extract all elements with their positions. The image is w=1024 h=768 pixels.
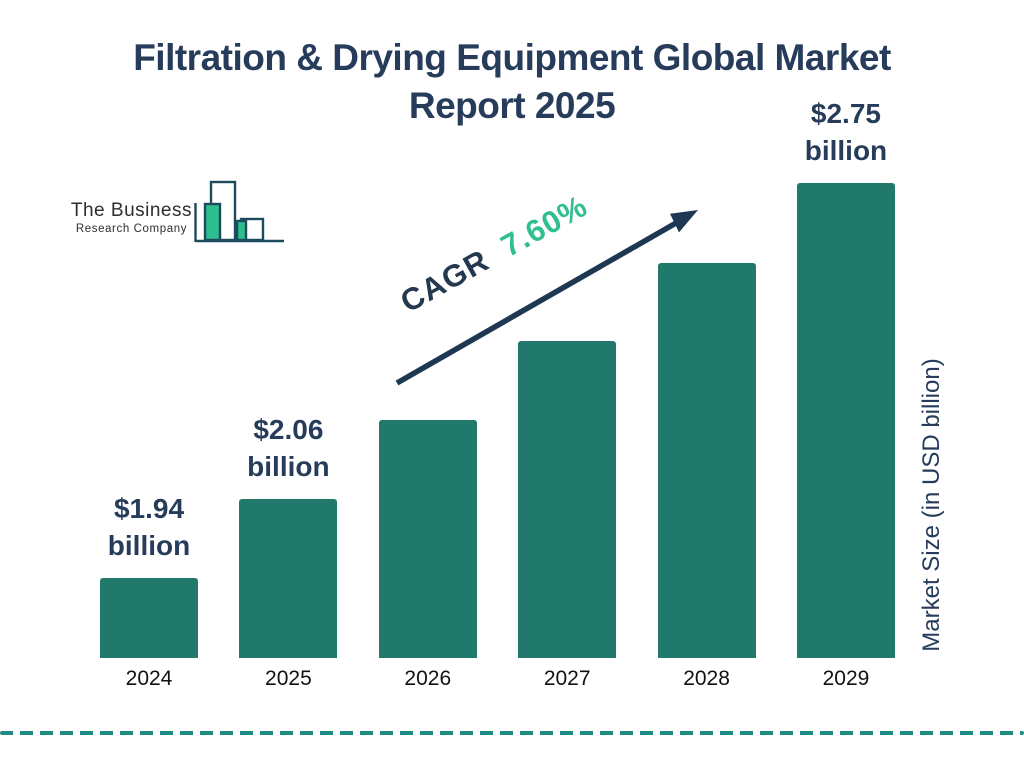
value-label-2024: $1.94 billion (107, 493, 191, 561)
x-axis-label-2025: 2025 (265, 667, 312, 690)
x-axis-label-2024: 2024 (125, 667, 173, 690)
bar-2028 (657, 263, 756, 658)
dashed-divider (0, 731, 1024, 735)
bar-column-2027: 2027 (518, 78, 617, 690)
company-name: The Business (70, 200, 192, 221)
company-subname: Research Company (75, 223, 188, 235)
page-title-line1: Filtration & Drying Equipment Global Mar… (133, 37, 891, 78)
bar-chart: $1.94 billion 2024 $2.06 billion 2025 2026 2027… (100, 78, 895, 690)
y-axis-title: Market Size (in USD billion) (918, 358, 945, 652)
bar-column-2029: $2.75 billion 2029 (796, 78, 895, 690)
x-axis-label-2029: 2029 (822, 667, 870, 690)
page-title: Filtration & Drying Equipment Global Mar… (0, 34, 1024, 130)
page-title-line2: Report 2025 (408, 85, 616, 126)
bar-column-2026: 2026 (378, 78, 477, 690)
bar-column-2024: $1.94 billion 2024 (100, 78, 198, 690)
bar-column-2025: $2.06 billion 2025 (239, 78, 338, 690)
company-logo-text: The Business Research Company (71, 200, 192, 235)
bar-column-2028: 2028 (657, 78, 756, 690)
x-axis-label-2028: 2028 (683, 667, 730, 690)
bar-2027 (518, 341, 617, 658)
value-label-2029: $2.75 billion (804, 98, 888, 166)
company-logo: The Business Research Company (71, 176, 287, 246)
bar-2024 (100, 578, 198, 658)
x-axis-label-2027: 2027 (543, 667, 591, 690)
bar-2026 (378, 420, 477, 658)
logo-bar-chart-icon (194, 180, 284, 243)
bar-2029 (796, 183, 895, 658)
bar-2025 (239, 499, 338, 658)
value-label-2025: $2.06 billion (247, 414, 330, 482)
x-axis-label-2026: 2026 (404, 667, 452, 690)
